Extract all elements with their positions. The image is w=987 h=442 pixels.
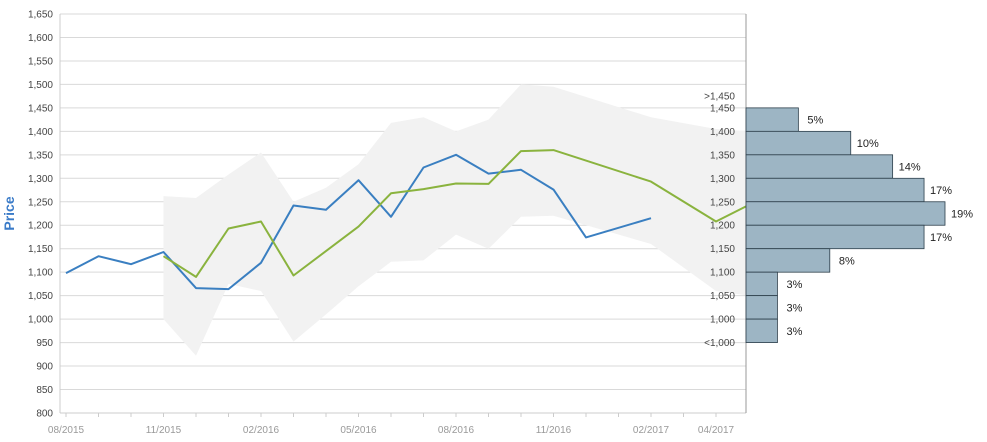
x-tick-label: 08/2015	[48, 425, 85, 436]
histogram-bar	[745, 201, 946, 226]
histogram-bin-label: <1,000	[704, 338, 735, 349]
histogram-bar-label: 3%	[786, 279, 802, 291]
y-tick-label: 850	[36, 385, 53, 396]
y-tick-label: 1,200	[28, 221, 53, 232]
y-axis-label: Price	[1, 196, 17, 230]
histogram-bar-label: 19%	[951, 209, 973, 221]
y-tick-label: 1,600	[28, 33, 53, 44]
axes: 800 850 900 950 1,000 1,050 1,100 1,150 1,200 1,2…	[28, 10, 747, 436]
y-tick-label: 1,150	[28, 244, 53, 255]
histogram-bar-label: 10%	[857, 138, 879, 150]
histogram-bin-label: 1,100	[710, 268, 735, 279]
y-tick-label: 1,250	[28, 197, 53, 208]
histogram-bar-label: 3%	[786, 302, 802, 314]
axis-labels: Price	[1, 196, 17, 230]
y-tick-label: 1,000	[28, 315, 53, 326]
histogram-bar-label: 14%	[899, 162, 921, 174]
histogram-bar-label: 8%	[839, 255, 855, 267]
histogram-bar	[745, 224, 925, 250]
histogram-bar	[745, 295, 778, 320]
histogram-bin-label: 1,000	[710, 315, 735, 326]
y-tick-label: 1,300	[28, 174, 53, 185]
histogram-bar	[745, 248, 831, 273]
histogram-bin-label: 1,400	[710, 127, 735, 138]
histogram-bar-label: 17%	[930, 232, 952, 244]
histogram-bar-label: 3%	[786, 326, 802, 338]
histogram-bin-label: >1,450	[704, 92, 735, 103]
histogram-bar	[745, 130, 852, 156]
histogram-bar	[745, 154, 894, 179]
histogram-bar-label: 17%	[930, 185, 952, 197]
y-tick-label: 1,350	[28, 150, 53, 161]
x-tick-label: 04/2017	[698, 425, 735, 436]
histogram-bar	[745, 271, 778, 297]
series-line-2	[162, 149, 749, 278]
y-tick-label: 1,050	[28, 291, 53, 302]
histogram-bin-label: 1,150	[710, 244, 735, 255]
histogram-bar	[745, 318, 778, 343]
x-tick-label: 02/2017	[633, 425, 670, 436]
histogram-bin-label: 1,300	[710, 174, 735, 185]
range-band-area	[163, 84, 749, 356]
histogram-bin-label: 1,200	[710, 221, 735, 232]
histogram-bin-label: 1,350	[710, 150, 735, 161]
x-tick-label: 08/2016	[438, 425, 475, 436]
histogram-bin-label: 1,250	[710, 197, 735, 208]
histogram-bar-label: 5%	[807, 115, 823, 127]
y-tick-label: 1,650	[28, 10, 53, 21]
series-line-1	[65, 153, 652, 291]
histogram-bar	[745, 177, 925, 203]
y-tick-label: 1,450	[28, 103, 53, 114]
x-tick-label: 02/2016	[243, 425, 280, 436]
x-tick-label: 11/2015	[146, 425, 182, 436]
x-tick-label: 05/2016	[340, 425, 377, 436]
y-tick-label: 950	[36, 338, 53, 349]
y-tick-label: 900	[36, 362, 53, 373]
histogram-bar	[745, 107, 799, 132]
x-tick-label: 11/2016	[536, 425, 572, 436]
y-tick-label: 1,100	[28, 268, 53, 279]
series-lines	[65, 149, 749, 291]
range-band	[163, 84, 749, 356]
y-tick-label: 1,500	[28, 80, 53, 91]
y-tick-label: 800	[36, 409, 53, 420]
y-tick-label: 1,550	[28, 56, 53, 67]
y-tick-label: 1,400	[28, 127, 53, 138]
histogram-bin-label: 1,050	[710, 291, 735, 302]
histogram-bin-label: 1,450	[710, 103, 735, 114]
